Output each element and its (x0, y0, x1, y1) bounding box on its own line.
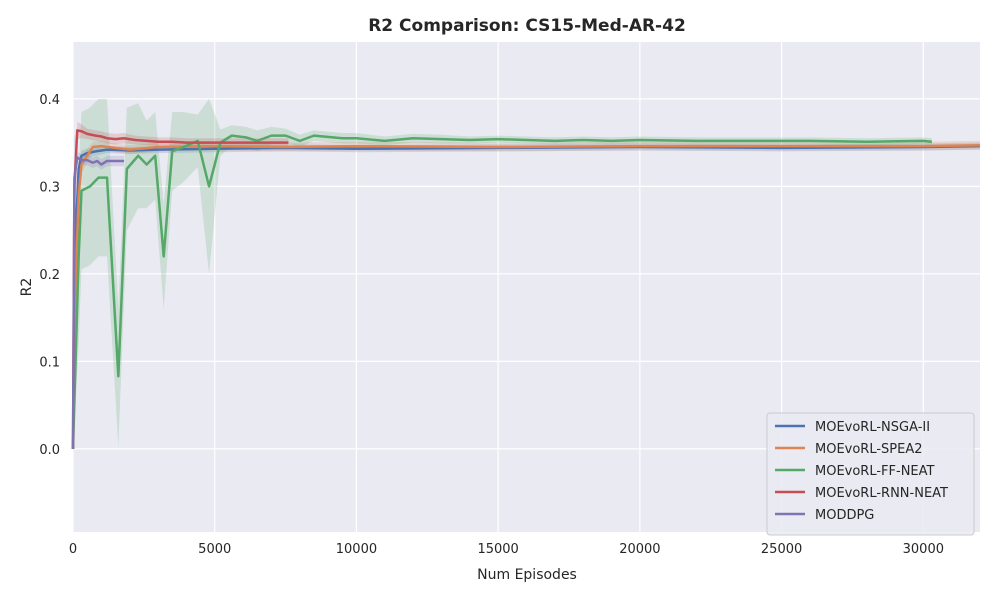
legend-label: MOEvoRL-RNN-NEAT (815, 486, 948, 501)
x-tick-label: 30000 (903, 542, 944, 557)
y-tick-label: 0.3 (39, 180, 60, 195)
x-tick-label: 10000 (336, 542, 377, 557)
series-line-3 (71, 129, 289, 449)
x-tick-label: 15000 (477, 542, 518, 557)
chart-title: R2 Comparison: CS15-Med-AR-42 (368, 16, 686, 36)
legend-label: MOEvoRL-NSGA-II (815, 420, 930, 435)
confidence-band-4 (73, 133, 125, 453)
y-tick-label: 0.0 (39, 443, 60, 458)
series-line-4 (71, 156, 125, 449)
x-tick-label: 0 (69, 542, 77, 557)
legend-label: MOEvoRL-SPEA2 (815, 442, 923, 457)
legend-label: MOEvoRL-FF-NEAT (815, 464, 935, 479)
series-lines (71, 129, 981, 449)
legend: MOEvoRL-NSGA-II MOEvoRL-SPEA2 MOEvoRL-FF-N… (766, 412, 975, 536)
x-tick-label: 25000 (761, 542, 802, 557)
y-axis-label: R2 (19, 278, 35, 297)
confidence-bands (73, 98, 980, 453)
y-axis-ticks: 0.0 0.1 0.2 0.3 0.4 (39, 93, 60, 458)
series-line-1 (71, 144, 981, 449)
y-tick-label: 0.1 (39, 355, 60, 370)
series-line-2 (71, 134, 932, 449)
grid-lines (72, 42, 980, 532)
x-tick-label: 20000 (619, 542, 660, 557)
x-axis-ticks: 0 5000 10000 15000 20000 25000 30000 (69, 542, 944, 557)
legend-label: MODDPG (815, 508, 874, 523)
x-axis-label: Num Episodes (477, 567, 577, 583)
legend-box (766, 412, 975, 536)
x-tick-label: 5000 (198, 542, 231, 557)
y-tick-label: 0.2 (39, 268, 60, 283)
y-tick-label: 0.4 (39, 93, 60, 108)
